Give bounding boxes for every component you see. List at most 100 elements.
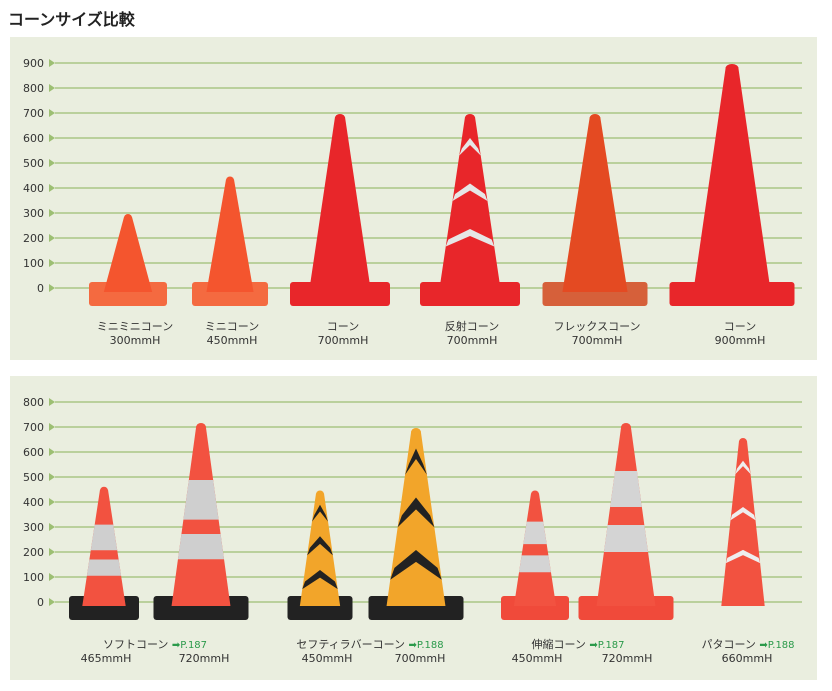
- cone-body: [439, 117, 501, 292]
- cone-body: [721, 441, 765, 606]
- cone-chart-2: 0 100 200 300 400 500 600 700 800: [23, 396, 802, 620]
- cone-body: [513, 493, 557, 606]
- cone: [578, 423, 674, 620]
- y-tick-label: 400: [23, 496, 44, 509]
- cone-tip: [725, 64, 739, 72]
- cone-stripe: [311, 504, 329, 522]
- cone-stripe: [390, 550, 442, 580]
- cone-tip: [335, 114, 345, 122]
- cone: [153, 423, 249, 620]
- tick-arrow: [49, 134, 55, 142]
- cone-stripe: [459, 138, 481, 156]
- cone-body: [103, 217, 153, 292]
- tick-arrow: [49, 109, 55, 117]
- cone-stripe: [183, 480, 219, 520]
- cone-stripe: [519, 555, 551, 573]
- cone-height: 720mmH: [178, 652, 230, 665]
- y-tick-label: 800: [23, 396, 44, 409]
- page-title: コーンサイズ比較: [8, 10, 135, 29]
- cone-height: 660mmH: [721, 652, 773, 665]
- cone: [287, 490, 353, 620]
- y-tick-label: 500: [23, 471, 44, 484]
- y-tick-label: 800: [23, 82, 44, 95]
- y-tick-label: 700: [23, 107, 44, 120]
- cone-tip: [226, 176, 234, 185]
- page-ref-link[interactable]: ➡P.188: [759, 640, 795, 651]
- cone-body: [206, 179, 254, 292]
- cone-tip: [589, 114, 601, 122]
- cone: [669, 64, 795, 306]
- cone-stripe: [610, 471, 642, 507]
- tick-arrow: [49, 448, 55, 456]
- cone-stripe: [307, 536, 333, 556]
- cone-stripe: [735, 460, 751, 474]
- page-ref-link[interactable]: ➡P.187: [171, 640, 208, 651]
- tick-arrow: [49, 284, 55, 292]
- cone: [290, 114, 390, 306]
- cone: [420, 114, 520, 306]
- tick-arrow: [49, 598, 55, 606]
- cone-stripe: [730, 507, 756, 521]
- cone-label: コーン 700mmH: [317, 320, 369, 347]
- cone-tip: [739, 438, 747, 446]
- tick-arrow: [49, 548, 55, 556]
- cone-stripe: [603, 525, 649, 552]
- cone-group-label: パタコーン ➡P.188: [701, 638, 795, 651]
- cone-height: 450mmH: [301, 652, 353, 665]
- page-ref-link[interactable]: ➡P.188: [408, 640, 444, 651]
- cone-label: 反射コーン 700mmH: [444, 320, 500, 347]
- cone-tip: [411, 428, 421, 436]
- page-ref-link[interactable]: ➡P.187: [589, 640, 625, 651]
- cone: [368, 428, 464, 620]
- cone-tip: [465, 114, 475, 122]
- cone-stripe: [302, 570, 338, 590]
- cone-stripe: [445, 229, 495, 247]
- y-tick-label: 200: [23, 232, 44, 245]
- tick-arrow: [49, 209, 55, 217]
- y-tick-label: 100: [23, 257, 44, 270]
- cone-label: フレックスコーン 700mmH: [553, 320, 641, 347]
- cone: [501, 490, 569, 620]
- cone-height: 465mmH: [80, 652, 132, 665]
- cone-tip: [196, 423, 206, 431]
- tick-arrow: [49, 59, 55, 67]
- cone-body: [309, 117, 371, 292]
- tick-arrow: [49, 259, 55, 267]
- tick-arrow: [49, 234, 55, 242]
- y-tick-label: 0: [37, 596, 44, 609]
- cone-height: 450mmH: [511, 652, 563, 665]
- cone-stripe: [405, 448, 427, 475]
- cone: [69, 486, 139, 620]
- tick-arrow: [49, 184, 55, 192]
- tick-arrow: [49, 84, 55, 92]
- cone-height: 720mmH: [601, 652, 653, 665]
- tick-arrow: [49, 573, 55, 581]
- tick-arrow: [49, 473, 55, 481]
- tick-arrow: [49, 498, 55, 506]
- y-tick-label: 300: [23, 521, 44, 534]
- y-tick-label: 400: [23, 182, 44, 195]
- cone-tip: [124, 214, 132, 222]
- cone-stripe: [523, 521, 547, 545]
- cone-label: ミニコーン 450mmH: [204, 320, 260, 347]
- cone-tip: [531, 490, 539, 499]
- cone-label: コーン 900mmH: [714, 320, 766, 347]
- tick-arrow: [49, 398, 55, 406]
- y-tick-label: 600: [23, 132, 44, 145]
- cone-height: 700mmH: [394, 652, 446, 665]
- cone-body: [693, 67, 771, 292]
- y-tick-label: 600: [23, 446, 44, 459]
- tick-arrow: [49, 159, 55, 167]
- cone-group-label: セフティラバーコーン ➡P.188: [296, 638, 444, 651]
- y-tick-label: 900: [23, 57, 44, 70]
- cone-comparison-panel-1: 0 100 200 300 400 500 600 700 800 900: [10, 37, 817, 360]
- y-tick-label: 200: [23, 546, 44, 559]
- cone-chart-1: 0 100 200 300 400 500 600 700 800 900: [23, 57, 802, 306]
- cone: [89, 214, 167, 306]
- cone-label: ミニミニコーン 300mmH: [96, 320, 174, 347]
- cone: [192, 176, 268, 306]
- cone-group-label: ソフトコーン ➡P.187: [102, 638, 208, 651]
- cone-group-label: 伸縮コーン ➡P.187: [531, 638, 625, 651]
- tick-arrow: [49, 523, 55, 531]
- cone: [721, 438, 765, 606]
